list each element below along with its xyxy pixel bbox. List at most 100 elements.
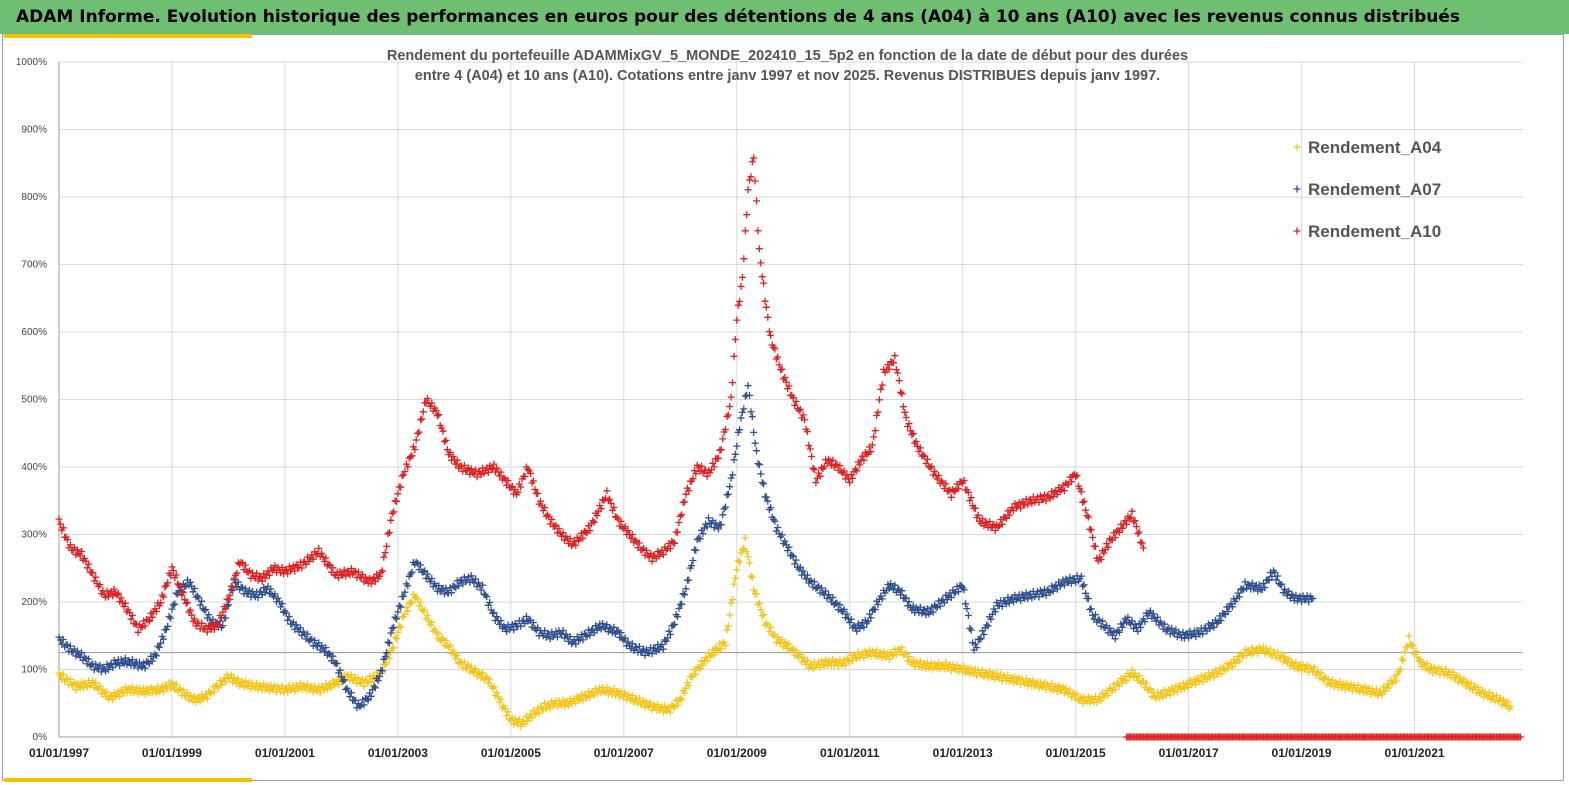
point-rendement-a10 — [754, 227, 762, 235]
point-rendement-a04 — [1236, 657, 1243, 665]
point-rendement-a04 — [1073, 690, 1081, 698]
point-rendement-a04 — [925, 664, 933, 672]
point-rendement-a10 — [559, 529, 567, 537]
point-rendement-a10 — [890, 359, 897, 367]
point-rendement-a07 — [796, 563, 804, 571]
point-rendement-a07 — [167, 614, 175, 622]
point-rendement-a10 — [851, 465, 859, 473]
point-rendement-a10 — [782, 378, 790, 386]
point-rendement-a10 — [875, 396, 883, 404]
point-rendement-a04 — [861, 647, 869, 655]
point-rendement-a10 — [1087, 526, 1095, 534]
point-rendement-a07 — [902, 594, 910, 602]
point-rendement-a04 — [1384, 680, 1392, 688]
point-rendement-a10 — [916, 444, 924, 452]
point-rendement-a10 — [849, 474, 857, 482]
point-rendement-a07 — [785, 543, 793, 551]
point-rendement-a07 — [666, 631, 674, 638]
point-rendement-a10 — [960, 477, 968, 484]
point-rendement-a07 — [292, 621, 300, 629]
point-rendement-a07 — [1084, 595, 1092, 603]
point-rendement-a07 — [356, 703, 364, 710]
point-rendement-a07 — [967, 626, 975, 634]
x-tick-label: 01/01/2011 — [820, 746, 880, 760]
point-rendement-a04 — [1336, 678, 1344, 686]
point-rendement-a07 — [898, 587, 906, 595]
point-rendement-a10 — [955, 485, 962, 493]
point-rendement-a07 — [1255, 581, 1263, 589]
point-rendement-a10 — [909, 430, 917, 437]
point-rendement-a10 — [453, 456, 461, 464]
point-rendement-a10 — [217, 614, 225, 622]
point-rendement-a04 — [299, 681, 307, 689]
point-rendement-a07 — [771, 517, 779, 525]
point-rendement-a07 — [744, 382, 752, 390]
point-rendement-a10 — [385, 529, 393, 536]
point-rendement-a04 — [428, 618, 436, 626]
point-rendement-a10 — [110, 585, 118, 593]
point-rendement-a10 — [315, 544, 323, 552]
point-rendement-a04 — [1274, 648, 1282, 656]
point-rendement-a04 — [1449, 668, 1457, 676]
point-rendement-a10 — [1131, 517, 1139, 525]
point-rendement-a07 — [277, 603, 285, 611]
point-rendement-a04 — [517, 722, 525, 730]
point-rendement-a07 — [1019, 593, 1027, 601]
point-rendement-a07 — [754, 460, 762, 468]
point-rendement-a10 — [224, 596, 232, 604]
point-rendement-a10 — [182, 599, 190, 607]
point-rendement-a10 — [1138, 539, 1146, 547]
point-rendement-a07 — [297, 624, 304, 632]
point-rendement-a04 — [294, 684, 302, 692]
point-rendement-a04 — [1317, 669, 1325, 677]
point-rendement-a10 — [78, 548, 86, 555]
point-rendement-a07 — [1087, 605, 1095, 613]
point-rendement-a07 — [274, 594, 282, 602]
point-rendement-a10 — [496, 472, 504, 480]
point-rendement-a07 — [329, 652, 337, 660]
point-rendement-a04 — [1332, 679, 1339, 687]
point-rendement-a10 — [635, 539, 643, 547]
point-rendement-a10 — [191, 615, 199, 623]
point-rendement-a04 — [1363, 688, 1370, 696]
point-rendement-a10 — [388, 509, 396, 517]
point-rendement-a04 — [203, 695, 211, 703]
point-rendement-a07 — [333, 660, 341, 668]
point-rendement-a10 — [682, 490, 690, 498]
point-rendement-a10 — [638, 546, 646, 554]
point-rendement-a04 — [681, 689, 688, 697]
point-rendement-a04 — [898, 644, 906, 652]
point-rendement-a04 — [1493, 692, 1500, 699]
point-rendement-a04 — [511, 715, 519, 723]
point-rendement-a07 — [781, 537, 789, 545]
point-rendement-a07 — [678, 600, 686, 608]
point-rendement-a07 — [579, 636, 587, 644]
point-rendement-a04 — [923, 659, 931, 667]
point-rendement-a07 — [267, 585, 275, 593]
point-rendement-a04 — [744, 553, 752, 561]
point-rendement-a04 — [397, 623, 405, 631]
point-rendement-a10 — [755, 245, 763, 253]
point-rendement-a04 — [59, 670, 67, 678]
point-rendement-a07 — [304, 630, 311, 638]
point-rendement-a10 — [521, 473, 529, 480]
point-rendement-a10 — [873, 412, 881, 419]
point-rendement-a07 — [152, 652, 160, 660]
point-rendement-a10 — [627, 534, 635, 542]
point-rendement-a07 — [325, 650, 333, 657]
point-rendement-a07 — [483, 593, 491, 601]
point-rendement-a10 — [1135, 528, 1143, 536]
point-rendement-a04 — [880, 648, 888, 656]
point-rendement-a04 — [832, 658, 840, 666]
point-rendement-a10 — [188, 611, 196, 619]
point-rendement-a10 — [877, 385, 885, 393]
point-rendement-a10 — [874, 408, 882, 416]
point-rendement-a07 — [762, 493, 770, 501]
point-rendement-a04 — [424, 611, 431, 619]
point-rendement-a04 — [1123, 677, 1130, 685]
point-rendement-a10 — [227, 582, 235, 590]
point-rendement-a07 — [731, 450, 739, 458]
point-rendement-a07 — [321, 648, 328, 656]
point-rendement-a04 — [66, 675, 74, 683]
point-rendement-a10 — [974, 511, 982, 519]
